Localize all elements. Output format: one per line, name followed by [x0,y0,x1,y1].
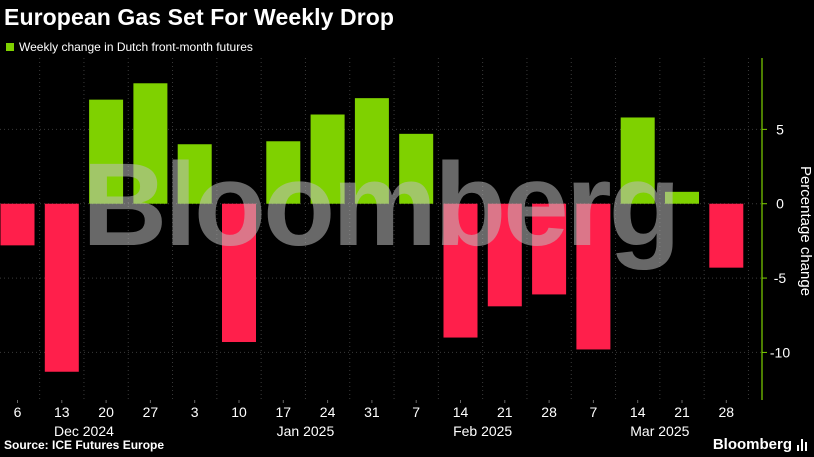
legend-label: Weekly change in Dutch front-month futur… [19,40,253,54]
bar [177,144,212,204]
bar [44,203,79,372]
bar [487,203,522,307]
brand-name: Bloomberg [712,436,792,453]
bar [89,99,124,204]
bar [399,133,434,204]
x-tick-label: 7 [412,404,420,420]
x-tick-label: 27 [143,404,159,420]
bar [266,141,301,204]
x-month-label: Mar 2025 [630,423,689,439]
bar [133,83,168,204]
bar [0,203,35,246]
chart-title: European Gas Set For Weekly Drop [4,4,395,30]
bloomberg-terminal-icon [797,438,808,451]
x-tick-label: 3 [191,404,199,420]
legend: Weekly change in Dutch front-month futur… [6,40,253,54]
x-tick-label: 7 [590,404,598,420]
bar [222,203,256,343]
x-tick-label: 28 [541,404,557,420]
bar [576,203,611,350]
y-tick-label: 0 [776,196,784,212]
bar [620,117,655,204]
bar [310,114,345,204]
x-tick-label: 20 [98,404,114,420]
x-tick-label: 21 [674,404,690,420]
y-tick-label: -10 [770,344,790,360]
legend-swatch [6,43,14,51]
x-tick-label: 17 [276,404,292,420]
y-axis-title: Percentage change [797,166,814,296]
y-tick-label: -5 [774,270,787,286]
x-tick-label: 28 [719,404,735,420]
bar [532,203,567,295]
x-tick-label: 14 [630,404,646,420]
x-tick-label: 10 [231,404,247,420]
source-note: Source: ICE Futures Europe [4,438,165,452]
x-month-label: Feb 2025 [453,423,512,439]
bar [443,203,478,338]
x-month-label: Jan 2025 [277,423,335,439]
y-tick-label: 5 [776,121,784,137]
x-tick-label: 31 [364,404,380,420]
x-tick-label: 13 [54,404,70,420]
bloomberg-logo: Bloomberg [713,436,808,453]
bar [665,191,699,204]
x-month-label: Dec 2024 [54,423,114,439]
x-tick-label: 24 [320,404,336,420]
bar [709,203,744,268]
x-tick-label: 6 [14,404,22,420]
x-tick-label: 21 [497,404,513,420]
bar [354,98,389,204]
x-tick-label: 14 [453,404,469,420]
